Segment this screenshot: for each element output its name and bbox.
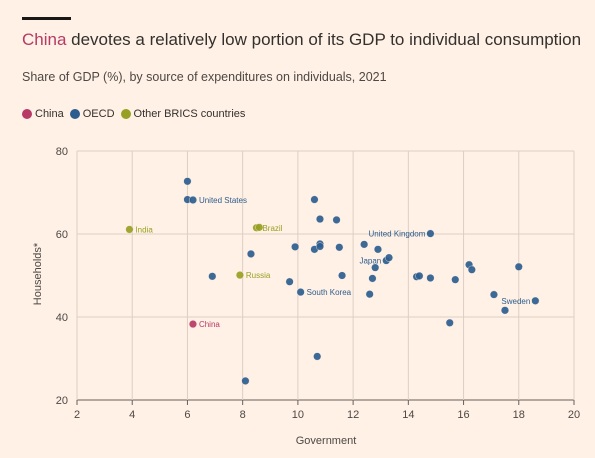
legend-swatch-brics: [120, 109, 131, 119]
scatter-point: [451, 275, 460, 284]
chart-subtitle: Share of GDP (%), by source of expenditu…: [22, 70, 387, 84]
x-tick-label: 10: [292, 409, 304, 421]
legend-swatch-china: [22, 109, 32, 119]
scatter-point: [246, 249, 255, 258]
point-label: Brazil: [262, 224, 282, 233]
scatter-point: [255, 223, 264, 232]
x-tick-label: 6: [184, 409, 190, 421]
scatter-point: [514, 262, 523, 271]
scatter-point: [335, 243, 344, 252]
data-points: [125, 177, 540, 385]
y-tick-label: 80: [56, 146, 68, 158]
scatter-point: [365, 290, 374, 299]
x-tick-label: 20: [568, 409, 580, 421]
scatter-point: [373, 245, 382, 254]
scatter-point: [531, 296, 540, 305]
point-labels: China India Russia Brazil United States South…: [135, 196, 530, 329]
scatter-point: [371, 263, 380, 272]
scatter-point: [332, 215, 341, 224]
x-tick-label: 16: [457, 409, 469, 421]
scatter-point: [489, 290, 498, 299]
y-tick-label: 40: [56, 312, 68, 324]
scatter-point: [426, 229, 435, 238]
scatter-point: [188, 195, 197, 204]
scatter-point: [183, 177, 192, 186]
y-tick-label: 60: [56, 229, 68, 241]
scatter-point: [296, 288, 305, 297]
point-label: United States: [199, 196, 247, 205]
title-text: devotes a relatively low portion of its …: [66, 30, 582, 49]
x-tick-label: 4: [129, 409, 135, 421]
x-tick-label: 2: [74, 409, 80, 421]
point-label: Japan: [359, 257, 381, 266]
x-tick-label: 18: [513, 409, 525, 421]
y-tick-label: 20: [56, 395, 68, 407]
scatter-point: [360, 240, 369, 249]
scatter-point: [445, 318, 454, 327]
legend-item-oecd: OECD: [69, 108, 115, 120]
scatter-point: [415, 271, 424, 280]
scatter-point: [315, 215, 324, 224]
point-label: India: [135, 225, 153, 234]
scatter-point: [426, 273, 435, 282]
x-tick-label: 14: [402, 409, 414, 421]
legend-label-oecd: OECD: [82, 108, 115, 120]
legend-label-china: China: [35, 108, 64, 120]
header-rule: [22, 17, 71, 20]
scatter-point: [188, 320, 197, 329]
scatter-point: [385, 253, 394, 262]
x-tick-label: 12: [347, 409, 359, 421]
point-label: China: [199, 320, 220, 329]
scatter-point: [313, 352, 322, 361]
scatter-point: [125, 225, 134, 234]
legend-swatch-oecd: [69, 109, 80, 119]
legend: China OECD Other BRICS countries: [22, 108, 245, 120]
scatter-point: [368, 274, 377, 283]
grid: [76, 150, 575, 405]
title-highlight: China: [22, 30, 67, 49]
legend-item-brics: Other BRICS countries: [120, 108, 246, 120]
point-label: United Kingdom: [369, 230, 426, 239]
scatter-point: [285, 277, 294, 286]
point-label: Russia: [246, 271, 271, 280]
x-axis-label: Government: [296, 435, 357, 447]
legend-label-brics: Other BRICS countries: [133, 108, 246, 120]
x-tick-label: 8: [240, 409, 246, 421]
point-label: Sweden: [501, 297, 530, 306]
scatter-point: [315, 242, 324, 251]
scatter-point: [208, 272, 217, 281]
scatter-point: [235, 271, 244, 280]
point-label: South Korea: [307, 288, 352, 297]
scatter-point: [241, 376, 250, 385]
scatter-point: [291, 242, 300, 251]
chart-title: China devotes a relatively low portion o…: [22, 30, 581, 50]
legend-item-china: China: [22, 108, 64, 120]
scatter-point: [500, 306, 509, 315]
scatter-point: [338, 271, 347, 280]
scatter-point: [467, 265, 476, 274]
scatter-point: [310, 195, 319, 204]
tick-labels: 20 40 60 80 2 4 6 8 10 12 14 16 18 20: [56, 146, 580, 421]
y-axis-label: Households*: [32, 242, 44, 305]
